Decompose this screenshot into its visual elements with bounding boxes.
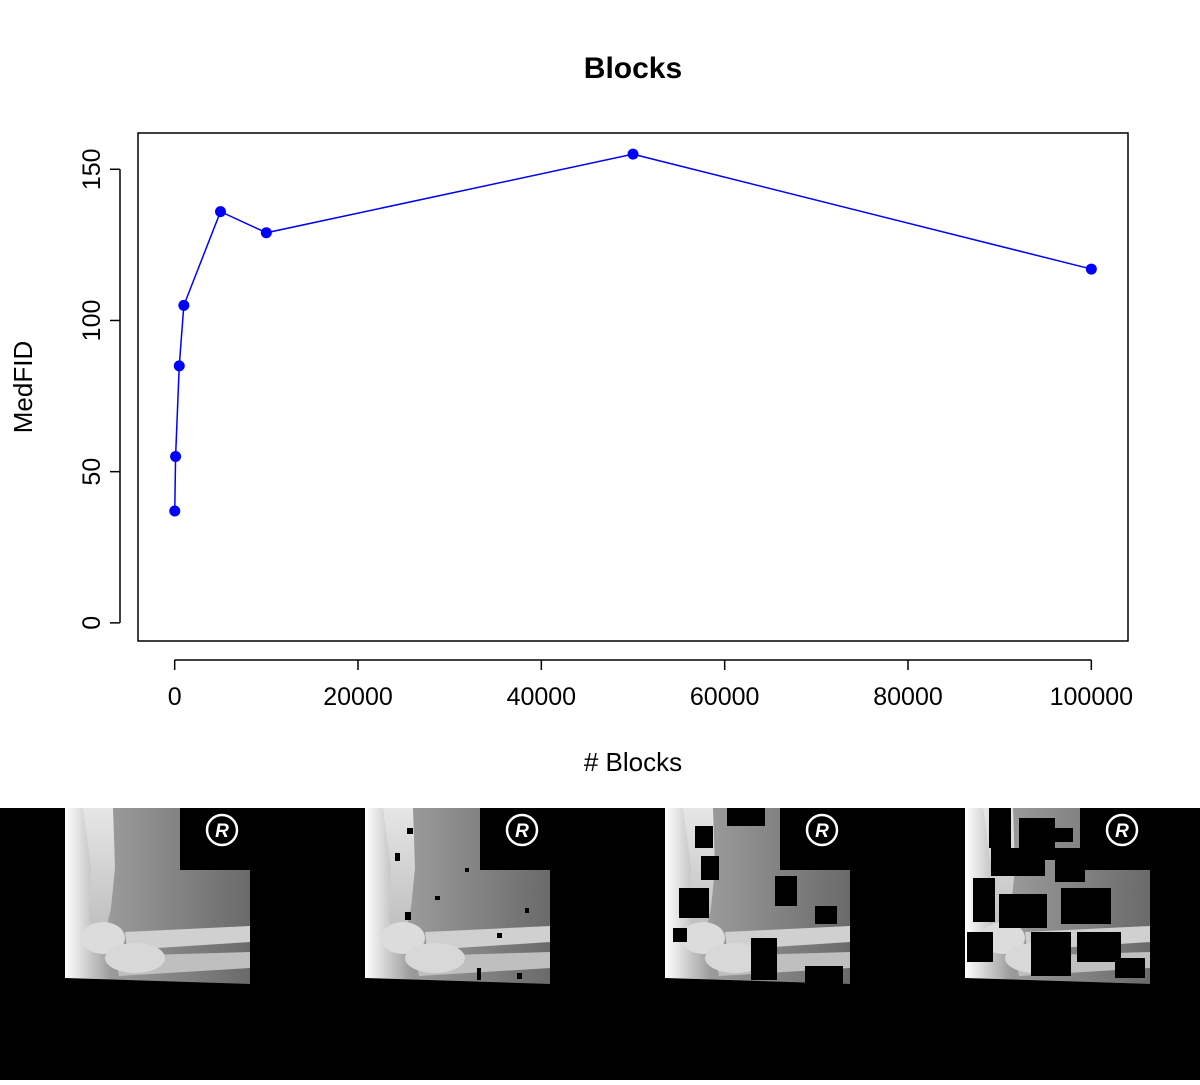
data-point [170, 451, 182, 463]
x-tick-label: 20000 [323, 683, 393, 711]
xray-panels: R [65, 808, 1150, 994]
series-layer [169, 148, 1097, 517]
data-point [260, 227, 272, 239]
data-point [173, 360, 185, 372]
y-tick-label: 100 [78, 300, 106, 342]
series-line [174, 153, 1092, 511]
xray-original [65, 808, 250, 994]
x-axis: 0 20000 40000 60000 80000 100000 [168, 659, 1133, 711]
y-tick-label: 0 [78, 616, 106, 630]
data-point [627, 148, 639, 160]
x-axis-label: # Blocks [584, 747, 682, 777]
plot-frame [137, 132, 1129, 642]
x-tick-label: 60000 [690, 683, 760, 711]
x-tick-label: 80000 [873, 683, 943, 711]
x-tick-label: 0 [168, 683, 182, 711]
y-tick-label: 150 [78, 148, 106, 190]
y-axis: 0 50 100 150 [78, 148, 121, 630]
xray-many-blocks [965, 808, 1150, 994]
data-point [215, 206, 226, 218]
xray-image-strip: R [0, 808, 1200, 1080]
data-point [1085, 263, 1097, 275]
data-point [178, 299, 190, 311]
y-tick-label: 50 [78, 458, 106, 486]
y-axis-label: MedFID [8, 341, 38, 433]
chart-title: Blocks [584, 52, 682, 85]
x-tick-label: 40000 [507, 683, 577, 711]
line-chart: Blocks 0 20000 40000 60000 80000 100000 0 50 10… [8, 52, 1133, 777]
x-tick-label: 100000 [1050, 683, 1133, 711]
data-point [169, 505, 181, 517]
xray-few-blocks [365, 808, 550, 994]
xray-medium-blocks [665, 808, 850, 994]
